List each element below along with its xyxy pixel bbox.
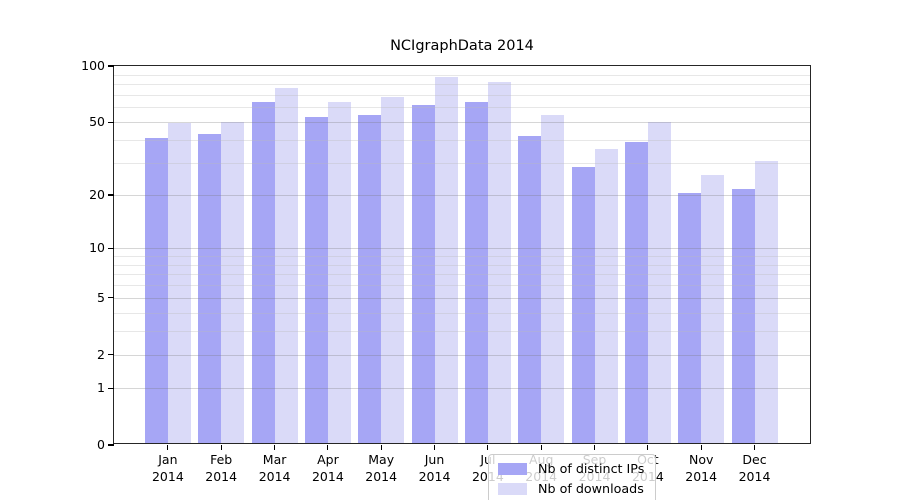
x-tick-label: Jan 2014 xyxy=(151,452,184,484)
y-tick xyxy=(108,65,114,67)
x-tick-label: Mar 2014 xyxy=(258,452,291,484)
x-tick-label: Nov 2014 xyxy=(685,452,718,484)
bar-downloads xyxy=(647,121,671,443)
chart-title: NCIgraphData 2014 xyxy=(390,38,534,54)
bar-downloads xyxy=(541,115,565,443)
y-tick-label: 10 xyxy=(89,240,105,256)
legend-item: Nb of distinct IPs xyxy=(498,461,644,476)
bar-downloads xyxy=(221,121,245,443)
bar-distinct-ips xyxy=(358,115,382,443)
bar-distinct-ips xyxy=(464,101,488,443)
y-tick-label: 1 xyxy=(97,380,105,396)
x-tick xyxy=(593,445,596,450)
x-tick-label: Dec 2014 xyxy=(738,452,771,484)
y-tick xyxy=(108,121,114,123)
x-tick xyxy=(380,445,382,450)
bar-distinct-ips xyxy=(144,138,168,443)
y-tick xyxy=(108,247,114,249)
legend-item: Nb of downloads xyxy=(498,481,644,496)
bar-downloads xyxy=(487,82,511,443)
bar-distinct-ips xyxy=(304,117,328,443)
legend-label: Nb of distinct IPs xyxy=(538,461,645,476)
bar-distinct-ips xyxy=(251,101,275,443)
x-tick-label: Jun 2014 xyxy=(418,452,451,484)
x-tick xyxy=(220,445,222,450)
bar-distinct-ips xyxy=(624,142,648,443)
x-tick xyxy=(540,445,542,450)
bar-downloads xyxy=(754,161,778,443)
bar-distinct-ips xyxy=(411,105,435,443)
y-tick-label: 2 xyxy=(97,346,105,362)
bar-downloads xyxy=(274,88,298,443)
bar-downloads xyxy=(594,148,618,443)
bar-distinct-ips xyxy=(678,193,702,443)
plot-area: Nb of distinct IPs Nb of downloads 0 1 2 5 1… xyxy=(81,58,811,500)
x-tick xyxy=(647,445,649,450)
bar-distinct-ips xyxy=(198,134,222,443)
y-tick-label: 50 xyxy=(89,114,105,130)
y-tick-label: 20 xyxy=(89,187,105,202)
bar-downloads xyxy=(434,77,458,443)
x-tick-label: Feb 2014 xyxy=(205,452,238,484)
x-tick xyxy=(274,445,276,450)
y-tick-label: 100 xyxy=(81,58,105,73)
y-tick-label: 0 xyxy=(97,437,105,452)
legend: Nb of distinct IPs Nb of downloads xyxy=(488,454,657,500)
y-tick xyxy=(108,444,114,446)
x-tick xyxy=(753,445,756,450)
bar-distinct-ips xyxy=(518,136,542,443)
y-tick xyxy=(108,194,114,196)
x-tick xyxy=(700,445,702,450)
legend-swatch-distinct-ips xyxy=(498,462,527,475)
x-tick xyxy=(433,445,436,450)
bar-downloads xyxy=(167,123,191,443)
bar-distinct-ips xyxy=(731,189,755,443)
y-tick xyxy=(108,297,114,299)
x-tick-label: May 2014 xyxy=(365,452,398,484)
x-tick-label: Apr 2014 xyxy=(311,452,344,484)
bar-downloads xyxy=(327,101,351,443)
x-tick xyxy=(327,445,329,450)
x-tick xyxy=(167,445,169,450)
bar-downloads xyxy=(701,175,725,443)
x-tick xyxy=(487,445,489,450)
legend-label: Nb of downloads xyxy=(538,481,644,496)
y-tick xyxy=(108,354,114,356)
y-tick-label: 5 xyxy=(97,289,105,305)
bar-distinct-ips xyxy=(571,166,595,443)
bars-layer xyxy=(114,66,810,443)
legend-swatch-downloads xyxy=(498,482,527,495)
y-tick xyxy=(108,387,114,389)
bar-downloads xyxy=(381,96,405,443)
